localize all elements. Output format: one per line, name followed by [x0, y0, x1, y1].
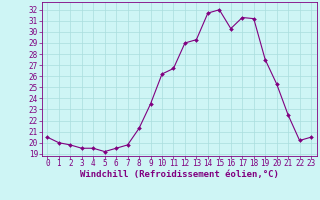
X-axis label: Windchill (Refroidissement éolien,°C): Windchill (Refroidissement éolien,°C) [80, 170, 279, 179]
